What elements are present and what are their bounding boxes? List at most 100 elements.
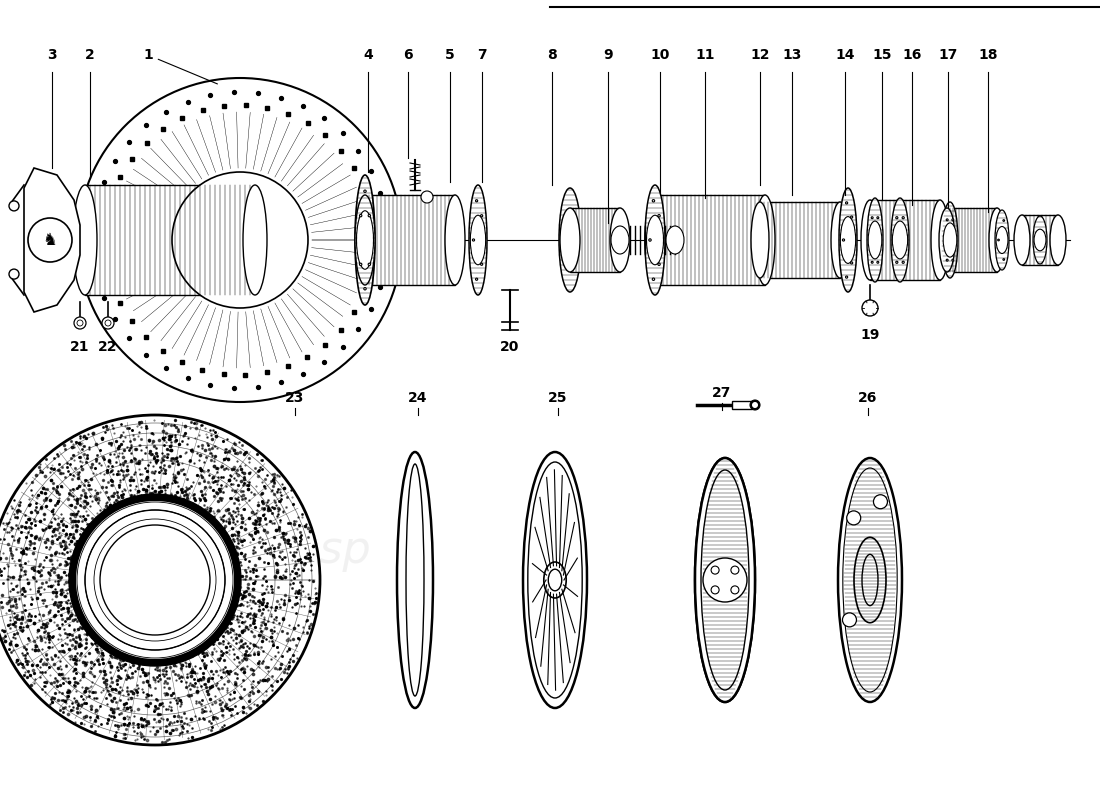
Circle shape	[711, 586, 719, 594]
Circle shape	[360, 263, 362, 266]
Circle shape	[1003, 220, 1004, 222]
Bar	[870, 200, 940, 280]
Circle shape	[877, 262, 879, 263]
Circle shape	[74, 317, 86, 329]
Circle shape	[895, 217, 898, 219]
Polygon shape	[24, 168, 80, 312]
Circle shape	[752, 402, 758, 408]
Text: 3: 3	[47, 48, 57, 62]
Ellipse shape	[522, 452, 587, 708]
Circle shape	[952, 259, 954, 261]
Circle shape	[846, 276, 848, 278]
Text: 24: 24	[408, 391, 428, 405]
Text: 8: 8	[547, 48, 557, 62]
Ellipse shape	[861, 200, 879, 280]
Ellipse shape	[528, 462, 582, 698]
Circle shape	[364, 287, 366, 290]
Ellipse shape	[666, 226, 684, 254]
Ellipse shape	[862, 554, 878, 606]
Circle shape	[104, 320, 111, 326]
Circle shape	[846, 202, 848, 204]
Circle shape	[28, 218, 72, 262]
Text: 22: 22	[98, 340, 118, 354]
Circle shape	[78, 78, 402, 402]
Ellipse shape	[840, 217, 856, 263]
Ellipse shape	[868, 221, 882, 259]
Bar	[365, 195, 455, 285]
Ellipse shape	[446, 195, 465, 285]
Ellipse shape	[695, 458, 755, 702]
Ellipse shape	[356, 210, 374, 270]
Bar	[1022, 215, 1058, 265]
Ellipse shape	[996, 210, 1009, 270]
Ellipse shape	[548, 570, 562, 590]
Ellipse shape	[997, 226, 1008, 254]
Ellipse shape	[989, 208, 1005, 272]
Circle shape	[998, 239, 999, 241]
Circle shape	[77, 320, 82, 326]
Circle shape	[850, 216, 853, 218]
Text: 19: 19	[860, 328, 880, 342]
Text: 23: 23	[285, 391, 305, 405]
Circle shape	[862, 300, 878, 316]
Ellipse shape	[543, 562, 566, 598]
Circle shape	[895, 261, 898, 263]
Ellipse shape	[645, 195, 665, 285]
Circle shape	[85, 510, 226, 650]
Text: 18: 18	[978, 48, 998, 62]
Ellipse shape	[701, 470, 749, 690]
Text: 1: 1	[143, 48, 218, 84]
Circle shape	[847, 511, 860, 525]
Ellipse shape	[843, 468, 898, 692]
Bar	[85, 185, 255, 295]
Circle shape	[368, 214, 371, 217]
Ellipse shape	[355, 195, 375, 285]
Text: ♞: ♞	[43, 231, 57, 249]
Ellipse shape	[839, 188, 857, 292]
Circle shape	[730, 566, 739, 574]
Ellipse shape	[243, 185, 267, 295]
Circle shape	[102, 317, 114, 329]
Bar	[570, 208, 620, 272]
Circle shape	[481, 263, 483, 266]
Circle shape	[368, 263, 371, 266]
Ellipse shape	[560, 208, 580, 272]
Bar	[732, 401, 752, 409]
Text: 10: 10	[650, 48, 670, 62]
Circle shape	[871, 217, 873, 218]
Circle shape	[873, 494, 888, 509]
Circle shape	[421, 191, 433, 203]
Ellipse shape	[939, 208, 955, 272]
Circle shape	[475, 200, 477, 202]
Ellipse shape	[610, 208, 630, 272]
Circle shape	[9, 201, 19, 211]
Bar	[654, 195, 764, 285]
Ellipse shape	[931, 200, 949, 280]
Circle shape	[703, 558, 747, 602]
Ellipse shape	[830, 202, 849, 278]
Ellipse shape	[645, 185, 665, 295]
Circle shape	[75, 500, 235, 660]
Ellipse shape	[838, 458, 902, 702]
Ellipse shape	[471, 215, 486, 265]
Circle shape	[69, 494, 241, 666]
Text: 7: 7	[477, 48, 487, 62]
Ellipse shape	[397, 452, 433, 708]
Text: 14: 14	[835, 48, 855, 62]
Circle shape	[100, 525, 210, 635]
Ellipse shape	[1050, 215, 1066, 265]
Text: 5: 5	[446, 48, 455, 62]
Text: 4: 4	[363, 48, 373, 62]
Ellipse shape	[559, 188, 581, 292]
Circle shape	[946, 219, 948, 221]
Text: 27: 27	[713, 386, 732, 400]
Circle shape	[481, 214, 483, 217]
Circle shape	[843, 239, 845, 241]
Circle shape	[843, 613, 857, 627]
Ellipse shape	[891, 198, 909, 282]
Circle shape	[750, 400, 760, 410]
Ellipse shape	[406, 464, 424, 696]
Circle shape	[730, 586, 739, 594]
Ellipse shape	[561, 217, 580, 263]
Circle shape	[902, 217, 904, 219]
